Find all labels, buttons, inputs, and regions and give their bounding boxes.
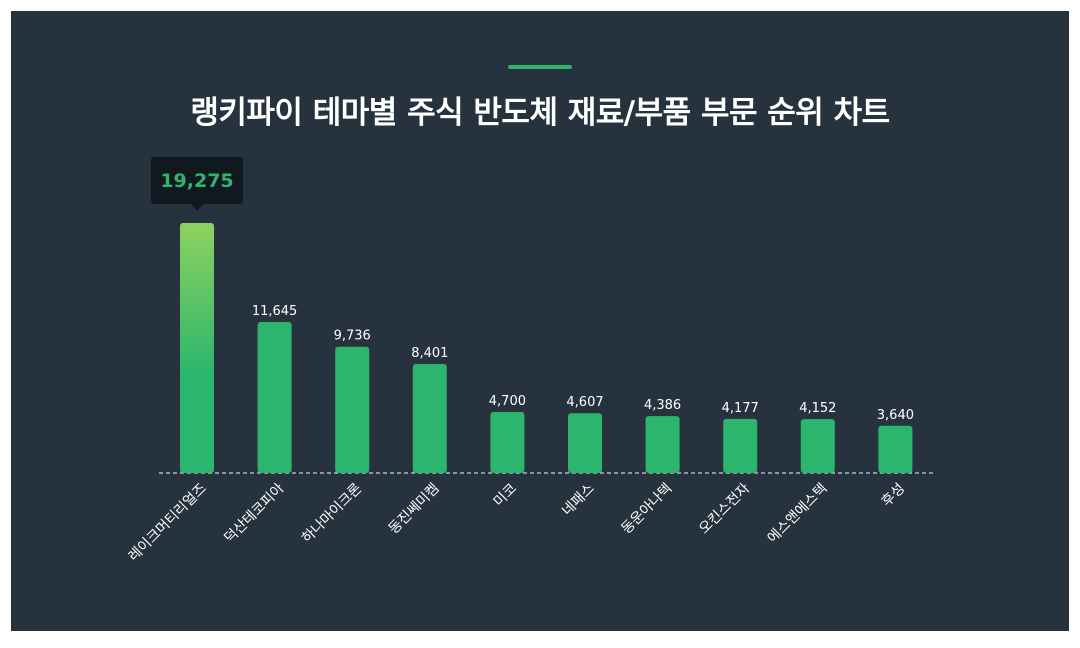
bar-1[interactable] [257, 321, 292, 473]
bar-5[interactable] [568, 413, 602, 473]
bar-9[interactable] [878, 425, 913, 473]
value-label-7: 4,177 [722, 401, 759, 416]
category-label-9: 후성 [879, 481, 909, 511]
chart-card: 랭키파이 테마별 주식 반도체 재료/부품 부문 순위 차트 19,275 레이크… [11, 11, 1069, 631]
category-label-1: 덕산테코피아 [221, 480, 287, 546]
bar-4[interactable] [490, 412, 525, 473]
bar-0[interactable] [180, 223, 214, 473]
tooltip-pointer [191, 204, 203, 211]
bar-chart: 19,275 레이크머티리얼즈 11,645 덕산테코피아 9,736 하나마이크론 8,4… [126, 157, 935, 565]
bar-6[interactable] [645, 416, 680, 473]
bar-8[interactable] [800, 419, 835, 473]
chart-title: 랭키파이 테마별 주식 반도체 재료/부품 부문 순위 차트 [190, 95, 890, 131]
bar-7[interactable] [723, 418, 758, 473]
value-label-5: 4,607 [566, 395, 603, 410]
category-label-2: 하나마이크론 [299, 480, 365, 546]
value-label-3: 8,401 [411, 346, 448, 361]
category-label-6: 동운아나텍 [619, 481, 676, 538]
value-label-6: 4,386 [644, 398, 681, 413]
value-label-4: 4,700 [489, 394, 526, 409]
value-label-0: 19,275 [160, 170, 233, 192]
category-label-0: 레이크머티리얼즈 [126, 480, 210, 564]
value-label-9: 3,640 [877, 408, 914, 423]
category-label-3: 동진쎄미켐 [386, 481, 443, 538]
category-label-4: 미코 [491, 480, 521, 510]
value-label-8: 4,152 [799, 401, 836, 416]
category-label-7: 오킨스전자 [696, 480, 753, 537]
top-value-tooltip [151, 157, 243, 204]
title-accent-line [508, 65, 572, 69]
bar-2[interactable] [335, 346, 370, 473]
bar-3[interactable] [412, 364, 447, 473]
category-label-8: 에스앤에스텍 [765, 481, 831, 547]
value-label-2: 9,736 [334, 329, 371, 344]
value-label-1: 11,645 [252, 304, 298, 319]
category-label-5: 네패스 [559, 480, 598, 519]
